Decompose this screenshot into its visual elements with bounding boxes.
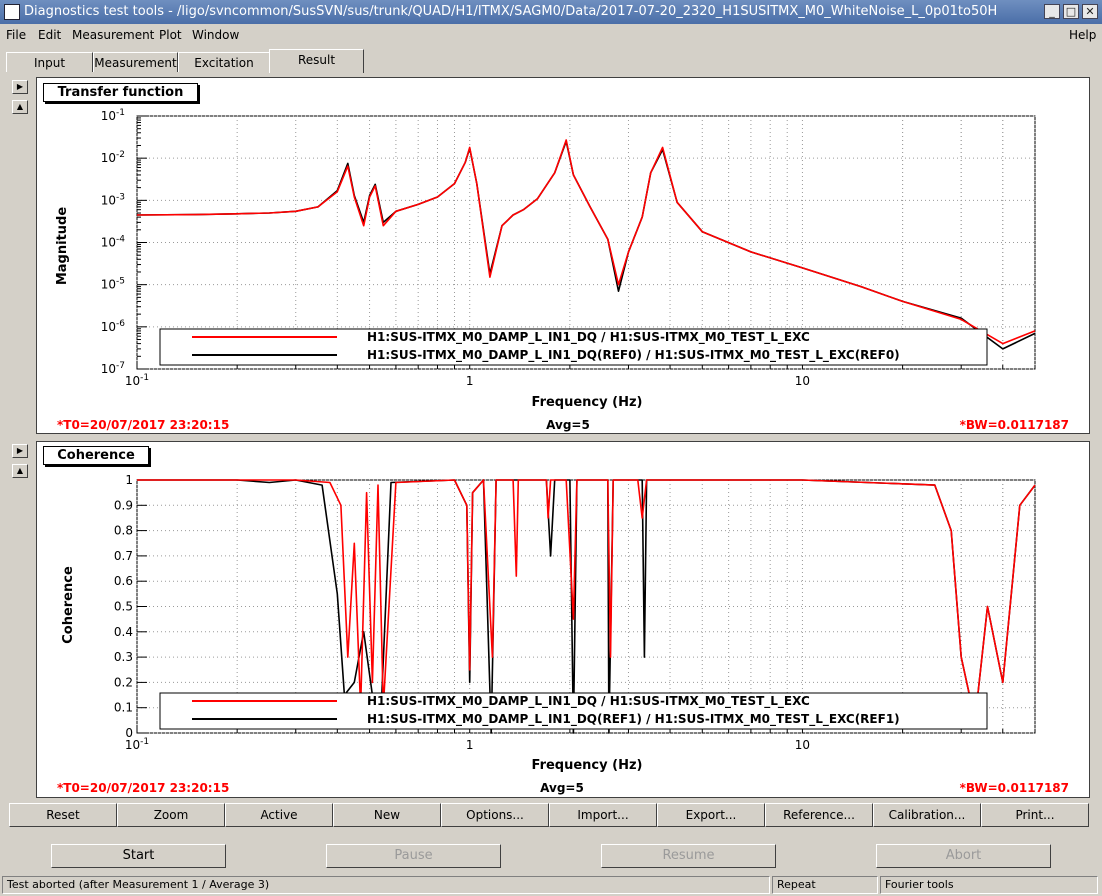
bw-label: *BW=0.0117187 bbox=[960, 418, 1069, 432]
tick-label-y: 0.1 bbox=[114, 701, 133, 715]
tick-label-x: 1 bbox=[466, 738, 474, 752]
transfer-function-chart[interactable]: 10-1 1 10 10-7 10-6 10-5 10-4 10-3 10-2 10-1 Magn… bbox=[37, 78, 1089, 433]
plot-legend: H1:SUS-ITMX_M0_DAMP_L_IN1_DQ / H1:SUS-IT… bbox=[159, 328, 988, 366]
active-button[interactable]: Active bbox=[225, 803, 333, 827]
tab-result[interactable]: Result bbox=[269, 49, 364, 73]
tick-label-y: 0.3 bbox=[114, 650, 133, 664]
close-button[interactable]: ✕ bbox=[1082, 4, 1098, 19]
menu-file[interactable]: File bbox=[6, 28, 27, 42]
tick-label-y: 0.6 bbox=[114, 574, 133, 588]
panel2-collapse-up-icon[interactable]: ▲ bbox=[12, 464, 28, 478]
menu-measurement[interactable]: Measurement bbox=[72, 28, 155, 42]
tick-label-x: 10 bbox=[795, 738, 810, 752]
reference-button[interactable]: Reference... bbox=[765, 803, 873, 827]
window-title: Diagnostics test tools - /ligo/svncommon… bbox=[24, 4, 998, 19]
menu-bar: File Edit Measurement Plot Window Help bbox=[0, 24, 1102, 46]
y-axis-label: Magnitude bbox=[55, 207, 70, 286]
legend-box bbox=[159, 692, 988, 730]
tick-label-y: 10-4 bbox=[101, 235, 126, 250]
legend-label-2: H1:SUS-ITMX_M0_DAMP_L_IN1_DQ(REF1) / H1:… bbox=[367, 712, 900, 727]
plot-series bbox=[137, 479, 1036, 734]
panel2-title[interactable]: Coherence bbox=[43, 446, 149, 465]
tab-excitation[interactable]: Excitation bbox=[178, 52, 270, 72]
tick-label-y: 10-5 bbox=[101, 277, 125, 292]
avg-label: Avg=5 bbox=[540, 781, 584, 795]
series-line-measurement bbox=[136, 139, 1036, 345]
abort-button[interactable]: Abort bbox=[876, 844, 1051, 868]
avg-label: Avg=5 bbox=[546, 418, 590, 432]
reset-button[interactable]: Reset bbox=[9, 803, 117, 827]
legend-label-2: H1:SUS-ITMX_M0_DAMP_L_IN1_DQ(REF0) / H1:… bbox=[367, 348, 900, 363]
tick-label-y: 1 bbox=[125, 473, 133, 487]
print-button[interactable]: Print... bbox=[981, 803, 1089, 827]
options-button[interactable]: Options... bbox=[441, 803, 549, 827]
x-axis-label: Frequency (Hz) bbox=[532, 395, 643, 410]
tick-label-y: 0.9 bbox=[114, 498, 133, 512]
plot-grid bbox=[136, 115, 1036, 370]
pause-button[interactable]: Pause bbox=[326, 844, 501, 868]
app-icon bbox=[4, 4, 20, 20]
t0-label: *T0=20/07/2017 23:20:15 bbox=[57, 781, 229, 795]
tab-measurement[interactable]: Measurement bbox=[93, 52, 178, 72]
plot-series bbox=[136, 139, 1036, 350]
panel1-title[interactable]: Transfer function bbox=[43, 83, 198, 102]
minimize-button[interactable]: _ bbox=[1044, 4, 1060, 19]
transfer-function-panel[interactable]: 10-1 1 10 10-7 10-6 10-5 10-4 10-3 10-2 10-1 Magn… bbox=[36, 77, 1090, 434]
legend-label-1: H1:SUS-ITMX_M0_DAMP_L_IN1_DQ / H1:SUS-IT… bbox=[367, 694, 810, 709]
tab-input[interactable]: Input bbox=[6, 52, 93, 72]
tick-label-y: 10-7 bbox=[101, 361, 125, 376]
plot-legend: H1:SUS-ITMX_M0_DAMP_L_IN1_DQ / H1:SUS-IT… bbox=[159, 692, 988, 730]
panel1-collapse-up-icon[interactable]: ▲ bbox=[12, 100, 28, 114]
tick-label-y: 0.4 bbox=[114, 625, 133, 639]
tab-bar: Input Measurement Excitation Result bbox=[0, 49, 1102, 74]
resume-button[interactable]: Resume bbox=[601, 844, 776, 868]
tick-label-x: 10 bbox=[795, 374, 810, 388]
start-button[interactable]: Start bbox=[51, 844, 226, 868]
new-button[interactable]: New bbox=[333, 803, 441, 827]
tick-label-y: 10-1 bbox=[101, 108, 125, 123]
tick-label-y: 10-3 bbox=[101, 192, 125, 207]
legend-label-1: H1:SUS-ITMX_M0_DAMP_L_IN1_DQ / H1:SUS-IT… bbox=[367, 330, 810, 345]
menu-window[interactable]: Window bbox=[192, 28, 240, 42]
tick-label-y: 0 bbox=[125, 726, 133, 740]
import-button[interactable]: Import... bbox=[549, 803, 657, 827]
status-repeat: Repeat bbox=[772, 876, 878, 894]
status-message: Test aborted (after Measurement 1 / Aver… bbox=[2, 876, 770, 894]
t0-label: *T0=20/07/2017 23:20:15 bbox=[57, 418, 229, 432]
coherence-panel[interactable]: 10-1 1 10 0 0.1 0.2 0.3 0.4 0.5 0.6 0.7 0.8 0.9 1 Coh… bbox=[36, 441, 1090, 798]
tick-label-y: 10-6 bbox=[101, 319, 126, 334]
tick-label-y: 0.5 bbox=[114, 600, 133, 614]
tick-label-y: 0.8 bbox=[114, 524, 133, 538]
tick-label-y: 10-2 bbox=[101, 150, 125, 165]
menu-edit[interactable]: Edit bbox=[38, 28, 62, 42]
status-mode: Fourier tools bbox=[880, 876, 1098, 894]
y-axis-label: Coherence bbox=[61, 566, 76, 644]
x-axis-label: Frequency (Hz) bbox=[532, 758, 643, 773]
legend-box bbox=[159, 328, 988, 366]
bw-label: *BW=0.0117187 bbox=[960, 781, 1069, 795]
maximize-button[interactable]: □ bbox=[1063, 4, 1079, 19]
tick-label-x: 10-1 bbox=[125, 373, 149, 388]
panel1-expand-right-icon[interactable]: ▶ bbox=[12, 80, 28, 94]
zoom-button[interactable]: Zoom bbox=[117, 803, 225, 827]
menu-plot[interactable]: Plot bbox=[159, 28, 182, 42]
export-button[interactable]: Export... bbox=[657, 803, 765, 827]
panel2-expand-right-icon[interactable]: ▶ bbox=[12, 444, 28, 458]
series-line-measurement bbox=[137, 479, 1036, 722]
tick-label-y: 0.7 bbox=[114, 549, 133, 563]
title-bar: Diagnostics test tools - /ligo/svncommon… bbox=[0, 0, 1102, 24]
tick-label-y: 0.2 bbox=[114, 675, 133, 689]
tick-label-x: 1 bbox=[466, 374, 474, 388]
calibration-button[interactable]: Calibration... bbox=[873, 803, 981, 827]
menu-help[interactable]: Help bbox=[1069, 28, 1097, 42]
